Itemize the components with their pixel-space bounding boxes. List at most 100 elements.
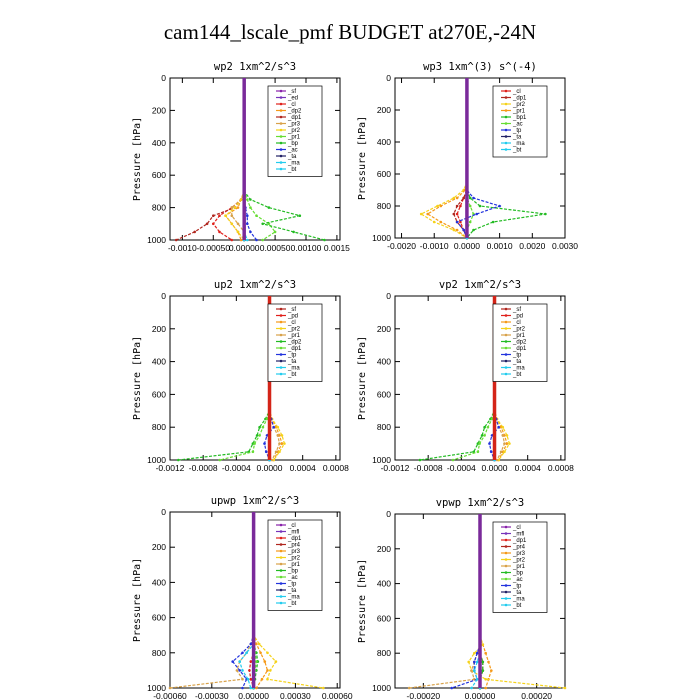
x-tick-label: 0.00100: [291, 243, 322, 253]
legend-marker: [279, 109, 283, 112]
y-tick-label: 600: [152, 170, 166, 180]
data-point: [258, 434, 261, 437]
legend-marker: [504, 307, 508, 311]
y-axis-label: Pressure [hPa]: [132, 117, 143, 201]
data-point: [246, 198, 249, 201]
data-point: [224, 214, 227, 217]
legend-box: [492, 303, 548, 382]
series-line-bp: [253, 512, 259, 689]
data-point: [491, 220, 495, 224]
y-axis-label: Pressure [hPa]: [132, 558, 143, 642]
data-point: [436, 204, 439, 208]
x-tick-label: 0.0000: [257, 463, 283, 473]
legend-label: _bt: [287, 601, 297, 607]
legend-label: _pr1: [512, 109, 526, 115]
chart-panel-3: up2 1xm^2/s^3 Pressure [hPa] 0 200 400 600 800…: [132, 279, 349, 473]
data-point: [501, 425, 505, 429]
legend-label: _pr1: [287, 562, 301, 568]
data-point: [501, 434, 505, 437]
x-tick-label: 0.00050: [260, 243, 291, 253]
y-tick-label: 400: [152, 577, 166, 587]
legend-marker: [504, 96, 508, 99]
legend-label: _pr1: [512, 564, 526, 570]
data-point: [280, 434, 284, 437]
chart-panel-6: vpwp 1xm^2/s^3 Pressure [hPa] 0 200 400 600 80…: [357, 497, 567, 700]
panel-title: wp3 1xm^(3) s^(-4): [423, 61, 537, 73]
legend-marker: [279, 372, 283, 376]
y-tick-label: 800: [152, 203, 166, 213]
legend-marker: [279, 148, 283, 151]
data-point: [218, 458, 222, 462]
y-axis-label: Pressure [hPa]: [357, 559, 368, 643]
data-point: [505, 434, 509, 437]
legend-label: _mfl: [287, 530, 299, 536]
legend-label: _bp: [287, 141, 299, 147]
data-point: [499, 450, 503, 454]
y-tick-label: 1000: [147, 235, 166, 245]
legend-label: _pr2: [512, 558, 526, 564]
legend-marker: [279, 353, 283, 356]
legend-marker: [279, 588, 283, 592]
data-point: [238, 660, 241, 663]
x-tick-label: 0.0000: [454, 241, 480, 251]
data-point: [241, 677, 244, 681]
data-point: [476, 450, 480, 454]
data-point: [236, 222, 240, 226]
legend-box: [267, 519, 323, 611]
data-point: [490, 417, 494, 421]
data-point: [230, 222, 234, 226]
legend-marker: [279, 549, 283, 553]
legend-label: _cl: [512, 89, 521, 95]
y-tick-label: 200: [377, 324, 391, 334]
x-tick-label: -0.0008: [414, 463, 443, 473]
data-point: [245, 651, 248, 655]
series-line-dp2: [419, 296, 496, 461]
data-point: [498, 204, 501, 208]
legend-marker: [279, 161, 283, 164]
data-point: [258, 425, 261, 429]
legend-marker: [279, 562, 283, 566]
panel-title: vpwp 1xm^2/s^3: [436, 497, 525, 509]
legend-marker: [504, 571, 508, 574]
data-point: [276, 434, 280, 437]
data-point: [486, 425, 490, 429]
data-point: [490, 434, 494, 437]
legend-marker: [504, 603, 508, 607]
data-point: [455, 204, 459, 208]
x-tick-label: 0.00020: [521, 691, 552, 700]
legend-marker: [279, 102, 283, 106]
data-point: [255, 214, 258, 217]
data-point: [253, 442, 256, 445]
series-line-dp1: [452, 296, 496, 461]
data-point: [249, 660, 253, 663]
data-point: [323, 238, 326, 242]
data-point: [489, 450, 493, 454]
legend-marker: [504, 102, 508, 106]
legend-marker: [279, 366, 283, 369]
legend-marker: [279, 359, 283, 363]
legend-label: _ma: [512, 366, 525, 372]
legend-label: _ac: [512, 577, 523, 583]
data-point: [563, 686, 567, 690]
legend-marker: [279, 556, 283, 559]
legend-marker: [279, 154, 283, 158]
legend-marker: [504, 545, 508, 548]
data-point: [298, 214, 302, 217]
legend-label: _ma: [512, 597, 525, 603]
legend-label: _dp1: [512, 538, 527, 544]
legend-marker: [504, 525, 508, 529]
data-point: [478, 204, 482, 208]
legend-label: _tp: [512, 584, 522, 590]
series-line-pr1: [169, 512, 255, 689]
y-tick-label: 800: [377, 648, 391, 658]
data-point: [241, 669, 244, 672]
x-tick-label: -0.0012: [156, 463, 185, 473]
chart-panel-1: wp2 1xm^2/s^3 Pressure [hPa] 0 200 400 600 800…: [132, 61, 350, 253]
legend-label: _tp: [512, 353, 522, 359]
data-point: [205, 222, 209, 226]
x-tick-label: 0.0020: [519, 241, 545, 251]
legend-label: _cl: [512, 320, 521, 326]
legend-marker: [279, 601, 283, 605]
legend-marker: [504, 538, 508, 542]
